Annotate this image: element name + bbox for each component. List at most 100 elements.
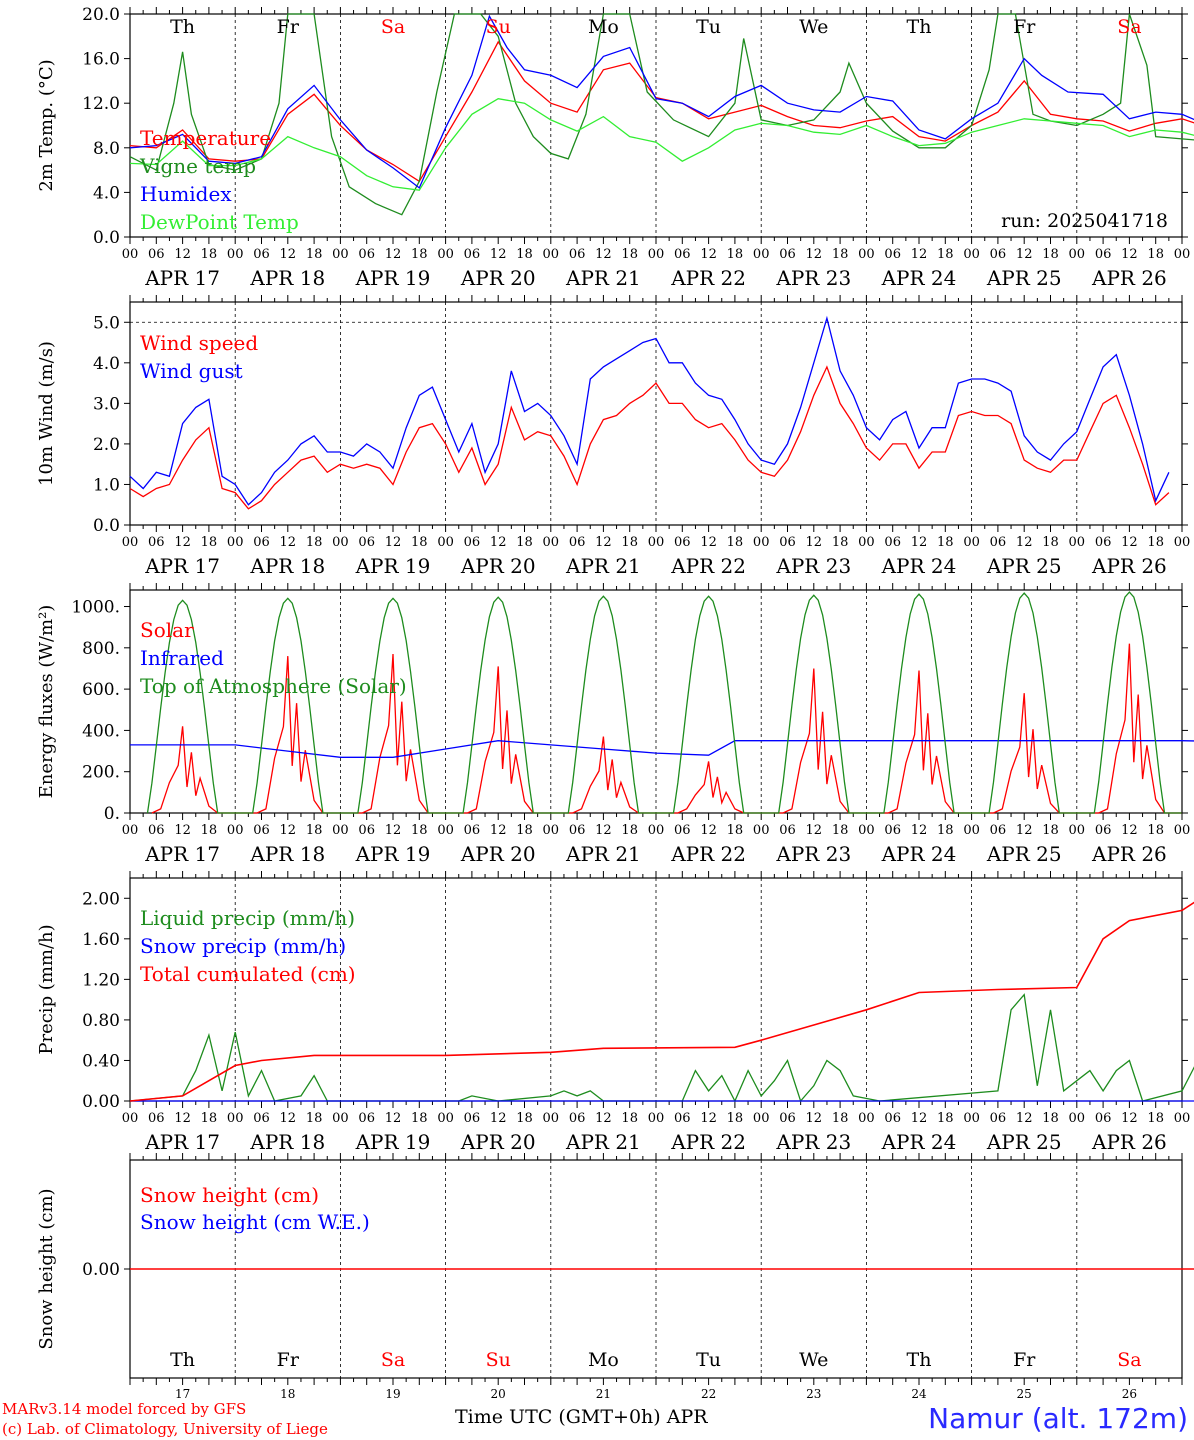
panel-1 xyxy=(124,7,1194,244)
date-label: APR 18 xyxy=(249,1130,325,1154)
hour-tick-label: 12 xyxy=(595,823,612,838)
hour-tick-label: 06 xyxy=(884,535,901,550)
hour-tick-label: 12 xyxy=(280,247,297,262)
y-tick-label: 2.00 xyxy=(82,889,120,909)
y-tick-label: 4.0 xyxy=(93,183,120,203)
date-label: APR 23 xyxy=(775,842,851,866)
legend-entry: Vigne temp xyxy=(139,154,256,178)
hour-tick-label: 00 xyxy=(227,1111,244,1126)
y-tick-label: 8.0 xyxy=(93,139,120,159)
hour-tick-label: 06 xyxy=(253,1111,270,1126)
hour-tick-label: 18 xyxy=(832,247,849,262)
hour-tick-label: 06 xyxy=(674,247,691,262)
hour-tick-label: 12 xyxy=(700,823,717,838)
hour-tick-label: 06 xyxy=(148,823,165,838)
y-tick-label: 0.00 xyxy=(82,1260,120,1280)
y-axis-label: Snow height (cm) xyxy=(36,1188,57,1349)
model-credit: MARv3.14 model forced by GFS xyxy=(2,1400,247,1418)
hour-tick-label: 12 xyxy=(595,247,612,262)
hour-tick-label: 00 xyxy=(1069,1111,1086,1126)
y-tick-label: 20.0 xyxy=(82,5,120,25)
lab-credit: (c) Lab. of Climatology, University of L… xyxy=(2,1420,328,1438)
hour-tick-label: 00 xyxy=(648,247,665,262)
hour-tick-label: 18 xyxy=(1147,247,1164,262)
hour-tick-label: 12 xyxy=(911,247,928,262)
hour-tick-label: 06 xyxy=(358,247,375,262)
hour-tick-label: 06 xyxy=(990,823,1007,838)
weekday-label: Sa xyxy=(1117,1349,1141,1371)
y-tick-label: 600. xyxy=(82,680,120,700)
y-tick-label: 1000. xyxy=(71,598,120,618)
panel-2 xyxy=(124,295,1188,532)
panel-frame xyxy=(129,301,1183,526)
date-label: APR 24 xyxy=(881,554,957,578)
hour-tick-label: 00 xyxy=(332,1111,349,1126)
hour-tick-label: 18 xyxy=(306,247,323,262)
date-label: APR 23 xyxy=(775,1130,851,1154)
hour-tick-label: 12 xyxy=(595,535,612,550)
date-label: APR 18 xyxy=(249,842,325,866)
hour-tick-label: 06 xyxy=(569,535,586,550)
hour-tick-label: 12 xyxy=(385,1111,402,1126)
series-line-wind-gust xyxy=(129,315,1170,506)
date-label: APR 25 xyxy=(986,266,1062,290)
date-label: APR 26 xyxy=(1091,1130,1167,1154)
series-line-vigne-temp xyxy=(129,13,1194,216)
y-tick-label: 16.0 xyxy=(82,50,120,70)
y-tick-label: 800. xyxy=(82,639,120,659)
hour-tick-label: 18 xyxy=(201,247,218,262)
hour-tick-label: 00 xyxy=(543,823,560,838)
hour-tick-label: 00 xyxy=(648,535,665,550)
hour-tick-label: 18 xyxy=(201,823,218,838)
date-label: APR 20 xyxy=(460,1130,536,1154)
legend-entry: Snow height (cm) xyxy=(140,1183,319,1207)
hour-tick-label: 18 xyxy=(727,823,744,838)
hour-tick-label: 18 xyxy=(201,1111,218,1126)
hour-tick-label: 06 xyxy=(1095,1111,1112,1126)
hour-tick-label: 00 xyxy=(1174,1111,1191,1126)
y-tick-label: 200. xyxy=(82,763,120,783)
date-label: APR 25 xyxy=(986,554,1062,578)
station-name: Namur (alt. 172m) xyxy=(928,1402,1188,1435)
hour-tick-label: 06 xyxy=(884,247,901,262)
panel-4 xyxy=(124,871,1194,1108)
date-label: APR 19 xyxy=(355,266,431,290)
panel-frame xyxy=(129,13,1183,238)
day-number-label: 21 xyxy=(596,1387,611,1401)
hour-tick-label: 06 xyxy=(990,1111,1007,1126)
date-label: APR 21 xyxy=(565,842,641,866)
hour-tick-label: 12 xyxy=(1016,535,1033,550)
date-label: APR 21 xyxy=(565,266,641,290)
weekday-label: Su xyxy=(486,1349,511,1371)
hour-tick-label: 00 xyxy=(543,1111,560,1126)
weekday-label: Th xyxy=(907,16,932,38)
hour-tick-label: 12 xyxy=(806,535,823,550)
legend-entry: Infrared xyxy=(140,646,224,670)
hour-tick-label: 12 xyxy=(806,247,823,262)
hour-tick-label: 18 xyxy=(832,823,849,838)
date-label: APR 23 xyxy=(775,266,851,290)
hour-tick-label: 12 xyxy=(490,823,507,838)
y-tick-label: 0. xyxy=(104,804,120,824)
hour-tick-label: 18 xyxy=(1042,823,1059,838)
hour-tick-label: 00 xyxy=(332,247,349,262)
y-tick-label: 5.0 xyxy=(93,313,120,333)
hour-tick-label: 18 xyxy=(1147,1111,1164,1126)
hour-tick-label: 06 xyxy=(358,823,375,838)
hour-tick-label: 12 xyxy=(280,823,297,838)
y-tick-label: 0.80 xyxy=(82,1011,120,1031)
y-tick-label: 1.60 xyxy=(82,930,120,950)
y-tick-label: 0.0 xyxy=(93,228,120,248)
date-label: APR 17 xyxy=(144,266,220,290)
hour-tick-label: 12 xyxy=(174,247,191,262)
legend-entry: Top of Atmosphere (Solar) xyxy=(140,674,407,698)
legend-entry: Snow height (cm W.E.) xyxy=(140,1210,370,1234)
hour-tick-label: 06 xyxy=(464,823,481,838)
hour-tick-label: 18 xyxy=(832,535,849,550)
date-label: APR 26 xyxy=(1091,266,1167,290)
hour-tick-label: 12 xyxy=(1121,247,1138,262)
hour-tick-label: 06 xyxy=(884,823,901,838)
y-tick-label: 0.40 xyxy=(82,1051,120,1071)
hour-tick-label: 18 xyxy=(727,535,744,550)
weekday-label: Sa xyxy=(1117,16,1141,38)
